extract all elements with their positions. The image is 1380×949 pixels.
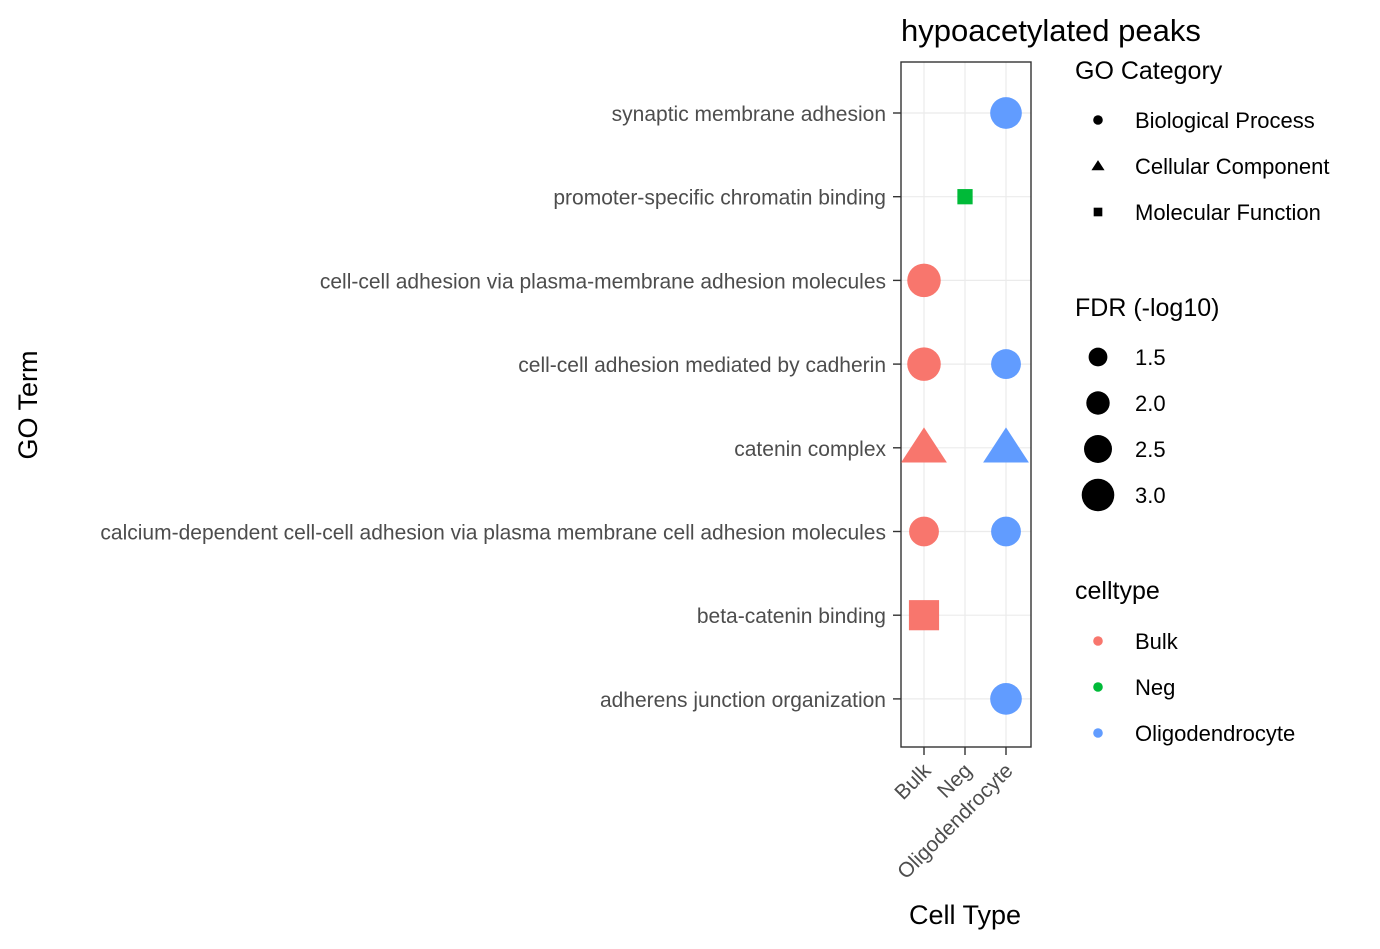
legend-color-oligodendrocyte-icon — [1093, 728, 1103, 738]
y-tick-label: catenin complex — [734, 438, 886, 461]
y-axis-title: GO Term — [13, 350, 43, 459]
point-bulk-calcium-dependent-cell-cell-adhesion-via-plasma-membrane-cell-adhesion-molecules — [909, 516, 939, 547]
legend-color-label: Neg — [1135, 675, 1175, 700]
point-oligodendrocyte-cell-cell-adhesion-mediated-by-cadherin — [991, 349, 1021, 380]
legend-celltype: celltype Bulk Neg Oligodendrocyte — [1075, 577, 1295, 746]
chart-title: hypoacetylated peaks — [901, 13, 1201, 48]
point-oligodendrocyte-calcium-dependent-cell-cell-adhesion-via-plasma-membrane-cell-adhesion-molecules — [991, 516, 1021, 547]
x-axis-title: Cell Type — [909, 900, 1021, 930]
legend-size-2-0-icon — [1086, 391, 1110, 415]
legend-shape-molecular-function-icon — [1093, 207, 1103, 217]
point-bulk-cell-cell-adhesion-mediated-by-cadherin — [907, 347, 941, 381]
legend-go-category: GO Category Biological Process Cellular C… — [1075, 57, 1329, 225]
legend-color-label: Bulk — [1135, 629, 1179, 654]
legend-shape-label: Cellular Component — [1135, 154, 1329, 179]
point-neg-promoter-specific-chromatin-binding — [957, 189, 973, 205]
point-bulk-catenin-complex — [901, 427, 947, 463]
x-tick-label: Bulk — [890, 759, 936, 805]
legend-color-neg-icon — [1093, 682, 1103, 692]
legend-celltype-title: celltype — [1075, 577, 1160, 605]
point-bulk-beta-catenin-binding — [908, 600, 940, 631]
point-oligodendrocyte-catenin-complex — [983, 427, 1029, 463]
legend-shape-biological-process-icon — [1093, 115, 1103, 125]
y-tick-label: cell-cell adhesion via plasma-membrane a… — [320, 270, 886, 293]
legend-go-category-title: GO Category — [1075, 57, 1223, 85]
legend-size-label: 3.0 — [1135, 483, 1166, 508]
y-tick-label: calcium-dependent cell-cell adhesion via… — [100, 522, 886, 545]
legend-color-bulk-icon — [1093, 636, 1103, 646]
legend-fdr-title: FDR (-log10) — [1075, 294, 1219, 322]
plot-panel — [900, 61, 1032, 748]
panel-border — [900, 61, 1032, 748]
point-bulk-cell-cell-adhesion-via-plasma-membrane-adhesion-molecules — [907, 263, 941, 298]
legend-fdr: FDR (-log10) 1.5 2.0 2.5 3.0 — [1075, 294, 1219, 512]
data-points — [901, 97, 1029, 715]
y-tick-label: promoter-specific chromatin binding — [553, 187, 886, 210]
legend-size-2-5-icon — [1084, 435, 1112, 463]
y-tick-label: beta-catenin binding — [697, 605, 886, 628]
y-tick-label: cell-cell adhesion mediated by cadherin — [518, 354, 886, 377]
legend-size-3-0-icon — [1081, 478, 1115, 512]
legend-size-label: 2.5 — [1135, 437, 1166, 462]
legend-shape-cellular-component-icon — [1091, 160, 1105, 171]
legend-size-1-5-icon — [1088, 347, 1108, 367]
legend-size-label: 1.5 — [1135, 345, 1166, 370]
point-oligodendrocyte-adherens-junction-organization — [990, 683, 1022, 715]
legend-color-label: Oligodendrocyte — [1135, 721, 1295, 746]
legend-shape-label: Biological Process — [1135, 108, 1315, 133]
y-axis-ticks: synaptic membrane adhesion promoter-speci… — [100, 103, 901, 712]
y-tick-label: adherens junction organization — [600, 689, 886, 712]
legend-shape-label: Molecular Function — [1135, 200, 1321, 225]
point-oligodendrocyte-synaptic-membrane-adhesion — [990, 97, 1022, 129]
y-tick-label: synaptic membrane adhesion — [612, 103, 886, 126]
panel-background — [901, 62, 1031, 747]
legend-size-label: 2.0 — [1135, 391, 1166, 416]
